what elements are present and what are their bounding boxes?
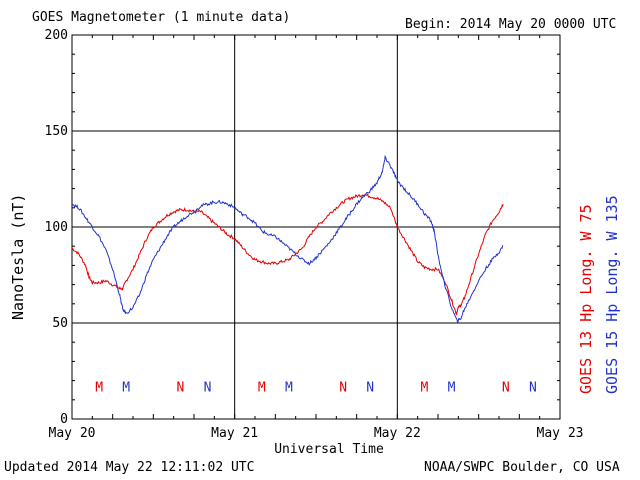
annotation-m: M [258, 380, 266, 395]
x-axis-label: Universal Time [274, 442, 384, 457]
x-tick-label: May 21 [211, 426, 258, 441]
annotation-n: N [177, 380, 185, 395]
annotation-m: M [95, 380, 103, 395]
y-tick-label: 0 [60, 412, 68, 427]
annotation-m: M [421, 380, 429, 395]
y-tick-label: 200 [45, 28, 68, 43]
legend-goes15: GOES 15 Hp Long. W 135 [603, 195, 621, 394]
chart-title: GOES Magnetometer (1 minute data) [32, 10, 291, 25]
y-tick-label: 150 [45, 124, 68, 139]
annotation-n: N [502, 380, 510, 395]
x-tick-label: May 23 [537, 426, 584, 441]
x-tick-label: May 20 [49, 426, 96, 441]
axis-ticks: 0 50 100 150 200 May 20 May 21 May 22 May 23 [45, 28, 584, 441]
begin-time: Begin: 2014 May 20 0000 UTC [405, 17, 617, 32]
x-tick-label: May 22 [374, 426, 421, 441]
annotation-n: N [204, 380, 212, 395]
y-tick-label: 100 [45, 220, 68, 235]
credit: NOAA/SWPC Boulder, CO USA [424, 460, 620, 475]
annotation-m: M [448, 380, 456, 395]
y-tick-label: 50 [52, 316, 68, 331]
annotation-m: M [285, 380, 293, 395]
annotation-n: N [529, 380, 537, 395]
annotation-m: M [122, 380, 130, 395]
annotation-n: N [366, 380, 374, 395]
updated-timestamp: Updated 2014 May 22 12:11:02 UTC [4, 460, 255, 475]
annotation-n: N [339, 380, 347, 395]
series-line-goes15 [71, 154, 504, 323]
series-group [71, 154, 504, 323]
y-axis-label: NanoTesla (nT) [9, 193, 27, 320]
legend-goes13: GOES 13 Hp Long. W 75 [577, 204, 595, 394]
